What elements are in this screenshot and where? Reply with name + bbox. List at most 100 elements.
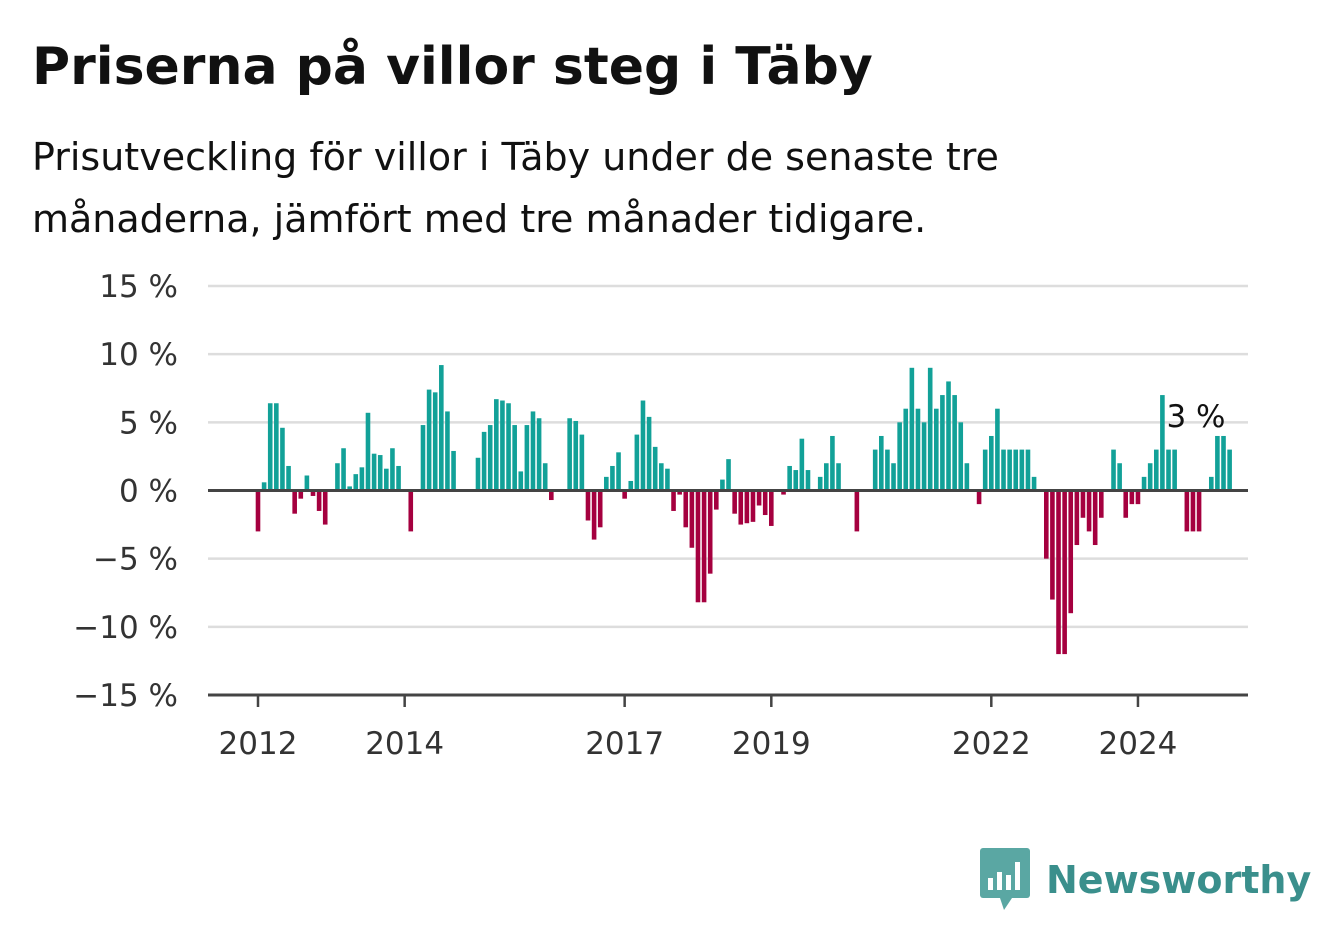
bar [432, 392, 438, 491]
bar [304, 475, 310, 491]
bar [255, 490, 261, 532]
bar [359, 467, 365, 491]
y-tick-label: 15 % [99, 269, 178, 305]
bar [872, 449, 878, 491]
bar [604, 476, 609, 491]
bar [298, 490, 304, 499]
bar [1080, 490, 1086, 518]
bar [689, 490, 695, 548]
bar [445, 411, 450, 491]
y-tick-label: 10 % [99, 337, 178, 373]
bar [610, 465, 615, 491]
bar [322, 490, 328, 525]
bar [512, 425, 517, 491]
bar [310, 490, 316, 496]
bar [549, 490, 554, 501]
bar [1013, 449, 1019, 491]
bar [347, 486, 352, 491]
bar [475, 457, 481, 491]
bar [1166, 449, 1171, 491]
y-tick-label: −5 % [93, 542, 178, 578]
bar [1208, 476, 1214, 491]
bar [787, 465, 792, 491]
bar [567, 418, 572, 491]
bar [695, 490, 701, 603]
bar [280, 427, 285, 491]
bar [616, 452, 621, 491]
bar [439, 365, 444, 491]
bar [481, 431, 487, 491]
bar [640, 400, 646, 491]
gridlines [208, 284, 1248, 629]
chart-subtitle: Prisutveckling för villor i Täby under d… [32, 135, 999, 241]
bar [371, 453, 377, 491]
bar [805, 470, 811, 491]
bar [579, 434, 585, 491]
bar [634, 434, 640, 491]
bar [1135, 490, 1141, 505]
bar [426, 389, 432, 491]
labels: 15 % 10 % 5 % 0 % −5 % −10 % −15 % 2012 2014 2017… [73, 269, 1225, 762]
bar [989, 435, 994, 491]
bar [1031, 476, 1037, 491]
bar [921, 422, 927, 491]
bar [622, 490, 627, 499]
bar [958, 422, 964, 491]
bar [659, 463, 664, 491]
bar [756, 490, 762, 506]
x-tick-label: 2017 [585, 726, 664, 762]
bar [976, 490, 982, 505]
bar [341, 448, 346, 491]
bar [585, 490, 591, 521]
bar [1215, 435, 1220, 491]
x-tick-label: 2012 [219, 726, 298, 762]
axes [208, 489, 1248, 707]
bars [255, 365, 1232, 655]
y-tick-label: −10 % [73, 610, 178, 646]
bar-chart-speech-bubble-icon [980, 848, 1030, 910]
bar [261, 482, 267, 491]
bar [744, 490, 750, 524]
bar [934, 408, 939, 491]
bar [1111, 449, 1116, 491]
bar [286, 465, 291, 491]
bar [1056, 490, 1061, 655]
bar [1141, 476, 1147, 491]
bar [1190, 490, 1196, 532]
bar [451, 450, 456, 491]
brand-name: Newsworthy [1046, 858, 1312, 902]
bar [952, 395, 957, 491]
bar [824, 463, 829, 491]
bar [897, 422, 902, 491]
bar [1172, 449, 1177, 491]
bar [750, 490, 756, 522]
bar [701, 490, 707, 603]
bar [591, 490, 597, 540]
bar [677, 490, 682, 495]
x-tick-label: 2014 [365, 726, 444, 762]
bar [891, 463, 896, 491]
bar [518, 471, 524, 491]
y-tick-label: −15 % [73, 678, 178, 714]
bar [420, 425, 426, 491]
bar [707, 490, 713, 574]
bar [628, 480, 634, 491]
bar [1129, 490, 1135, 505]
bar [665, 468, 670, 491]
bar [909, 367, 915, 491]
bar [830, 435, 835, 491]
bar [292, 490, 297, 514]
bar [506, 403, 511, 491]
bar [732, 490, 737, 514]
bar [720, 479, 725, 491]
bar-chart: 15 % 10 % 5 % 0 % −5 % −10 % −15 % 2012 2014 2017… [73, 269, 1248, 762]
chart-title: Priserna på villor steg i Täby [32, 37, 873, 97]
y-tick-label: 0 % [119, 474, 178, 510]
bar [781, 490, 786, 495]
bar [879, 435, 884, 491]
bar [524, 425, 530, 491]
bar [267, 403, 273, 491]
bar [335, 463, 340, 491]
bar [1196, 490, 1202, 532]
bar [762, 490, 768, 516]
